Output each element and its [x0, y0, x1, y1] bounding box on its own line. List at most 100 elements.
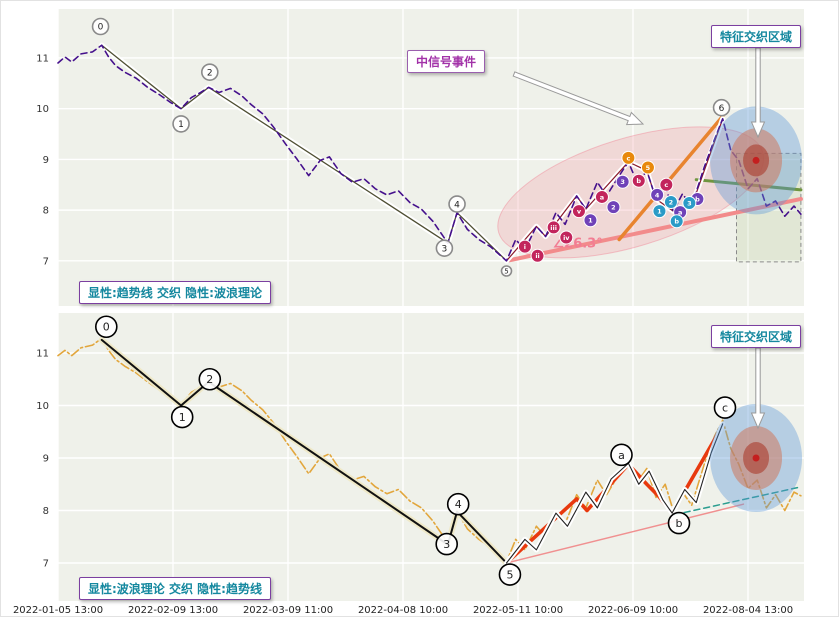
trendline-pink-thin: [505, 503, 745, 564]
wave-marker-b: [667, 511, 691, 535]
region-label-bottom: 特征交织区域: [711, 325, 802, 348]
y-tick-label: 10: [36, 104, 49, 115]
wave-marker-label: 6: [719, 104, 725, 114]
wave-dot: [606, 200, 621, 215]
y-tick-label: 11: [36, 53, 49, 64]
wave-dot-label: v: [577, 208, 582, 216]
wave-dot-label: a: [678, 209, 682, 217]
wave-marker-label: 1: [178, 120, 184, 130]
x-tick-label-4: 2022-05-11 10:00: [473, 605, 563, 616]
wave-marker-a: [610, 443, 633, 467]
wave-dot: [659, 177, 674, 192]
wave-dot-label: 4: [655, 191, 660, 199]
y-tick-label: 7: [43, 256, 49, 267]
wave-dot-label: 3: [687, 199, 692, 207]
x-tick-label-2: 2022-03-09 11:00: [243, 605, 333, 616]
wave-marker-label: 2: [207, 68, 213, 78]
wave-marker-label: 4: [455, 498, 462, 511]
x-tick-label-6: 2022-08-04 13:00: [703, 605, 793, 616]
wave-marker-2: [198, 367, 222, 391]
plot-area: [58, 313, 804, 601]
y-tick-label: 7: [43, 558, 49, 569]
wave-marker-5: [498, 563, 522, 586]
panel-bottom: 7 8 9 10 11 0 1 2 3 4 5 a b c: [36, 313, 804, 601]
annotation-arrow: [750, 347, 766, 430]
wave-marker-1: [172, 115, 190, 133]
wave-dot: [663, 195, 678, 210]
annotation-arrow: [512, 71, 645, 126]
wave-marker-0: [95, 315, 118, 339]
wave-marker-label: 1: [179, 411, 186, 424]
wave-dot-label: 5: [646, 164, 651, 172]
price-line: [57, 44, 802, 262]
wave-dot-label: a: [600, 193, 604, 201]
wave-marker-label: 2: [206, 373, 213, 386]
wave-marker-label: 0: [98, 23, 104, 33]
wave-marker-label: 3: [442, 244, 448, 254]
x-tick-label-3: 2022-04-08 10:00: [358, 605, 448, 616]
bullseye-center-dot: [752, 454, 760, 462]
wave-dot-label: b: [695, 195, 700, 203]
wave-marker-label: 4: [454, 200, 460, 210]
wave-dot: [682, 196, 697, 211]
wave-dot: [631, 173, 646, 188]
y-tick-label: 9: [43, 453, 49, 464]
wave-dot-label: b: [636, 177, 641, 185]
region-label-top: 特征交织区域: [711, 25, 802, 48]
x-axis: 2022-01-05 13:00 2022-02-09 13:00 2022-03-…: [13, 605, 793, 616]
trendline-orange: [617, 114, 725, 242]
wave-dot-label: ii: [535, 252, 539, 260]
wave-marker-6: [712, 98, 731, 117]
wave-marker-4: [446, 492, 470, 516]
wave-marker-4: [448, 195, 466, 213]
y-tick-label: 10: [36, 401, 49, 412]
wave-marker-label: 0: [103, 321, 110, 334]
wave-dot-label: iv: [563, 234, 570, 242]
wave-dot: [594, 189, 609, 204]
wave-dot-label: b: [674, 218, 679, 226]
legend-bottom-panel: 显性:波浪理论 交织 隐性:趋势线: [79, 577, 271, 600]
wave-marker-0: [91, 17, 110, 36]
wave-path-decline: [101, 44, 508, 262]
wave-dot: [640, 160, 655, 175]
wave-marker-label: b: [676, 517, 683, 530]
x-tick-label-5: 2022-06-09 10:00: [588, 605, 678, 616]
wave-dot-label: 2: [669, 198, 674, 206]
wave-marker-3: [435, 239, 454, 257]
wave-dot: [583, 213, 598, 228]
wave-dot: [615, 174, 630, 189]
y-tick-label: 8: [43, 506, 49, 517]
wave-dot: [652, 204, 667, 219]
wave-marker-label: a: [618, 449, 625, 462]
wave-dot-label: i: [524, 243, 526, 251]
y-tick-label: 9: [43, 155, 49, 166]
wave-dot-label: 2: [611, 203, 616, 211]
y-tick-label: 11: [36, 349, 49, 360]
legend-top-panel: 显性:趋势线 交织 隐性:波浪理论: [79, 281, 271, 304]
wave-marker-label: 5: [504, 268, 508, 276]
wave-dot-label: c: [626, 154, 630, 162]
wave-dot-label: 3: [620, 178, 625, 186]
wave-marker-label: 5: [506, 569, 513, 582]
bullseye-center-dot: [752, 156, 760, 164]
wave-dot-label: iii: [550, 224, 557, 232]
wave-marker-c: [713, 396, 737, 419]
signal-event-label: 中信号事件: [407, 50, 486, 73]
wave-dot: [517, 239, 532, 254]
wave-dot-label: c: [664, 181, 668, 189]
trendline-teal-dashed: [673, 486, 802, 516]
wave-marker-2: [201, 63, 219, 81]
wave-dot: [546, 220, 561, 235]
wave-dot-label: 1: [588, 217, 593, 225]
wave-marker-label: c: [722, 402, 728, 415]
wave-marker-1: [170, 405, 194, 429]
wave-dot: [571, 204, 586, 219]
wave-dot-label: 1: [657, 208, 662, 216]
wave-dot: [650, 187, 665, 202]
trendline-black: [100, 338, 508, 564]
wave-dot: [621, 150, 636, 165]
trendline-pink: [504, 196, 803, 263]
wave-dot: [530, 248, 545, 263]
wave-marker-label: 3: [443, 538, 450, 551]
